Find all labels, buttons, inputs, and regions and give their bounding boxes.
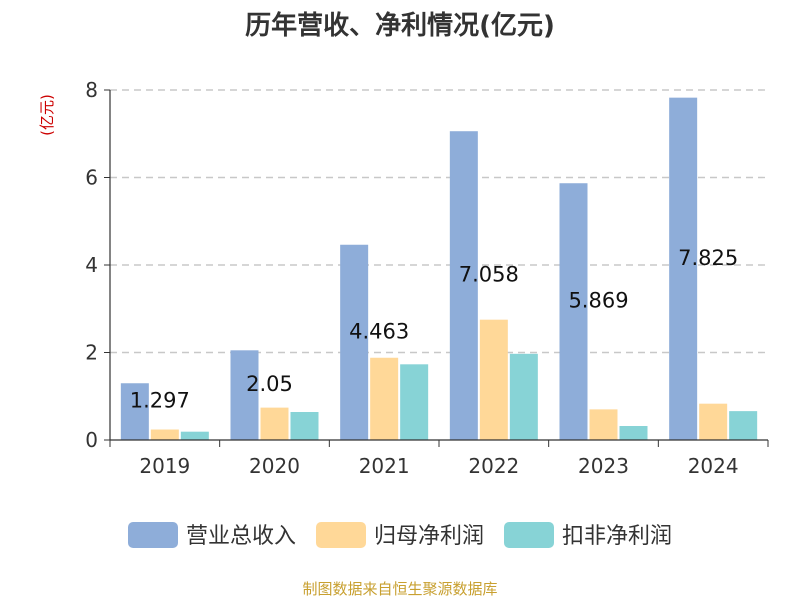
bar-2-2021 (370, 357, 399, 440)
legend-label: 扣非净利润 (562, 524, 672, 549)
gridlines (110, 89, 768, 354)
bar-3-2023 (619, 426, 648, 440)
y-tick-label: 8 (85, 78, 98, 102)
bar-3-2024 (729, 411, 758, 440)
bar-1-2021 (340, 244, 369, 440)
x-tick-label: 2022 (468, 454, 519, 478)
bar-3-2019 (180, 431, 209, 440)
data-label: 7.825 (678, 246, 738, 270)
x-tick-label: 2021 (359, 454, 410, 478)
x-tick-label: 2023 (578, 454, 629, 478)
source-note: 制图数据来自恒生聚源数据库 (302, 580, 497, 598)
legend-swatch (316, 522, 366, 548)
chart-title: 历年营收、净利情况(亿元) (245, 10, 555, 41)
data-label: 5.869 (568, 289, 628, 313)
bar-2-2019 (150, 429, 179, 440)
x-tick-label: 2024 (688, 454, 739, 478)
legend-swatch (504, 522, 554, 548)
bar-1-2019 (120, 383, 149, 440)
legend-label: 归母净利润 (374, 524, 484, 549)
x-tick-label: 2020 (249, 454, 300, 478)
y-tick-label: 0 (85, 428, 98, 452)
x-tick-label: 2019 (139, 454, 190, 478)
y-tick-label: 2 (85, 341, 98, 365)
bar-2-2023 (589, 409, 618, 440)
bars (120, 97, 758, 440)
data-label: 2.05 (246, 372, 293, 396)
data-label: 7.058 (459, 263, 519, 287)
legend-label: 营业总收入 (186, 524, 296, 549)
y-tick-label: 6 (85, 166, 98, 190)
bar-1-2023 (559, 183, 588, 440)
data-label: 4.463 (349, 319, 409, 343)
bar-2-2024 (699, 403, 728, 440)
legend-swatch (128, 522, 178, 548)
bar-1-2020 (230, 350, 259, 440)
bar-1-2024 (669, 97, 698, 440)
y-unit-label: (亿元) (38, 94, 56, 136)
bar-2-2020 (260, 407, 289, 440)
bar-3-2020 (290, 412, 319, 440)
legend: 营业总收入 归母净利润 扣非净利润 (128, 522, 672, 549)
axes: 0 2 4 6 8 2019 2020 2021 2022 2023 2024 (85, 78, 769, 478)
bar-3-2021 (400, 364, 429, 440)
y-tick-label: 4 (85, 253, 98, 277)
data-labels: 1.297 2.05 4.463 7.058 5.869 7.825 (130, 246, 738, 413)
data-label: 1.297 (130, 389, 190, 413)
bar-3-2022 (509, 353, 538, 440)
bar-1-2022 (449, 131, 478, 440)
bar-2-2022 (479, 319, 508, 440)
